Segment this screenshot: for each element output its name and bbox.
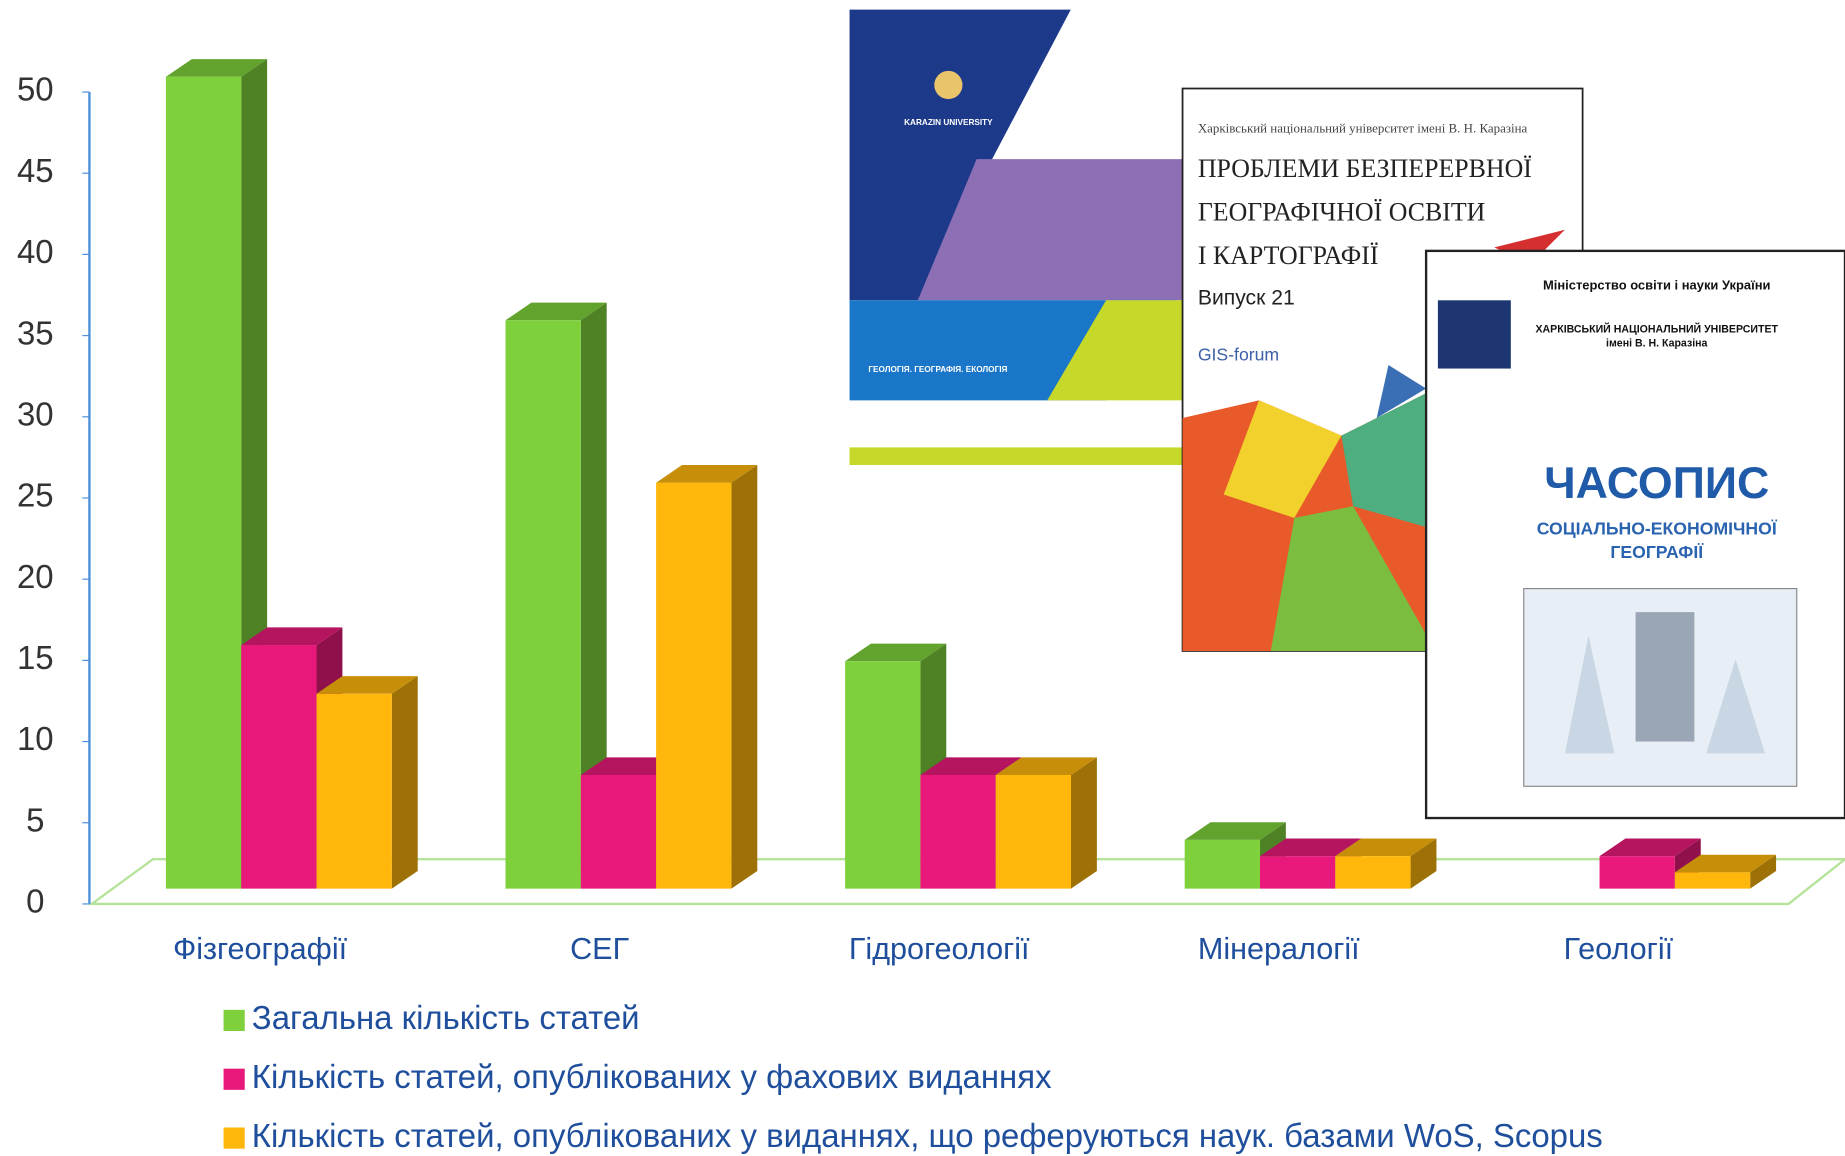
x-tick-label: Мінералогії <box>1198 932 1360 966</box>
cover-text: Міністерство освіти і науки України <box>1543 278 1771 293</box>
legend-label: Кількість статей, опублікованих у фахови… <box>252 1058 1052 1095</box>
journal-cover-1: KARAZIN UNIVERSITY ГЕОЛОГІЯ. ГЕОГРАФІЯ. … <box>849 9 1189 466</box>
cover-title: ГЕОГРАФІЧНОЇ ОСВІТИ <box>1198 197 1486 226</box>
y-tick-label: 35 <box>17 314 54 351</box>
bar-top <box>995 757 1097 775</box>
y-tick-label: 30 <box>17 396 54 433</box>
bar-side <box>580 302 607 889</box>
y-tick-label: 15 <box>17 639 54 676</box>
bar-top <box>505 302 607 321</box>
cover-text: ХАРКІВСЬКИЙ НАЦІОНАЛЬНИЙ УНІВЕРСИТЕТ <box>1535 323 1778 336</box>
cover-art <box>1376 365 1427 418</box>
bar-top <box>1259 838 1362 857</box>
y-tick-label: 25 <box>17 477 54 514</box>
bar <box>995 774 1071 889</box>
cover-logo <box>934 70 963 100</box>
cover-title: ПРОБЛЕМИ БЕЗПЕРЕРВНОЇ <box>1198 154 1532 183</box>
bar <box>1674 872 1751 889</box>
bar-top <box>1335 838 1437 857</box>
cover-art <box>1223 400 1342 518</box>
cover-text: GIS-forum <box>1198 344 1279 364</box>
legend: Загальна кількість статей Кількість стате… <box>223 999 1603 1154</box>
bar-side <box>731 465 758 889</box>
bar-top <box>241 627 343 646</box>
legend-swatch <box>223 1068 245 1090</box>
bar-side <box>1070 757 1097 889</box>
cover-strip <box>849 447 1189 466</box>
bar <box>920 774 996 889</box>
bar <box>241 645 317 889</box>
bar-top <box>920 757 1022 775</box>
cover-blue <box>849 9 1071 301</box>
bar-top <box>1599 838 1701 857</box>
y-tick-label: 50 <box>17 71 54 108</box>
bar <box>1335 856 1411 889</box>
cover-text: Випуск 21 <box>1198 287 1295 310</box>
x-tick-label: СЕГ <box>570 932 629 966</box>
cover-text: ГЕОГРАФІЇ <box>1610 542 1704 562</box>
bar-top <box>165 59 268 77</box>
y-tick-label: 20 <box>17 558 54 595</box>
bar <box>580 774 657 889</box>
y-tick-label: 5 <box>26 801 44 838</box>
journal-cover-3: Міністерство освіти і науки України ХАРК… <box>1424 249 1845 820</box>
x-tick-label: Фізгеографії <box>173 932 348 966</box>
bar-top <box>845 643 947 662</box>
bar <box>165 76 242 889</box>
cover-text: імені В. Н. Каразіна <box>1606 338 1707 350</box>
bar-side <box>1750 854 1777 889</box>
y-tick-label: 45 <box>17 152 54 189</box>
y-tick-label: 40 <box>17 233 54 270</box>
cover-art <box>1341 388 1436 530</box>
bar-top <box>316 676 418 694</box>
bar <box>656 482 732 889</box>
cover-lime <box>1047 300 1189 401</box>
legend-label: Кількість статей, опублікованих у виданн… <box>252 1117 1603 1154</box>
bar <box>1599 856 1675 889</box>
y-tick-label: 10 <box>17 720 54 757</box>
bar <box>845 661 921 889</box>
cover-title: ЧАСОПИС <box>1544 459 1769 508</box>
cover-text: СОЦІАЛЬНО-ЕКОНОМІЧНОЇ <box>1537 518 1778 538</box>
bar <box>1259 856 1336 889</box>
cover-art <box>1270 506 1436 651</box>
legend-swatch <box>223 1127 245 1149</box>
x-tick-label: Гідрогеології <box>849 932 1030 966</box>
x-tick-label: Геології <box>1564 932 1674 966</box>
bar <box>505 320 581 889</box>
bar <box>1184 839 1260 889</box>
bars: 0 5 10 15 20 25 30 35 40 45 50 Фізгеографії СЕГ Гідро… <box>17 59 1777 966</box>
cover-photo-building <box>1635 612 1695 742</box>
floor <box>88 858 1845 906</box>
cover-map <box>917 159 1189 301</box>
bar-side <box>391 676 418 889</box>
cover-text: ГЕОЛОГІЯ. ГЕОГРАФІЯ. ЕКОЛОГІЯ <box>868 365 1007 374</box>
bar-side <box>1410 838 1437 889</box>
legend-label: Загальна кількість статей <box>252 999 640 1036</box>
cover-art <box>1494 229 1565 266</box>
y-tick-label: 0 <box>26 883 44 920</box>
cover-photo-tree <box>1564 635 1615 754</box>
cover-title: І КАРТОГРАФІЇ <box>1198 241 1379 270</box>
cover-logo <box>1437 300 1511 369</box>
bar-top <box>1674 854 1777 873</box>
bar <box>316 693 392 889</box>
bar-top <box>656 465 758 483</box>
cover-photo-tree <box>1706 659 1765 754</box>
bar-top <box>1184 822 1286 840</box>
cover-text: Харківський національний університет іме… <box>1198 121 1528 136</box>
cover-text: KARAZIN UNIVERSITY <box>904 118 993 127</box>
legend-swatch <box>223 1009 245 1032</box>
